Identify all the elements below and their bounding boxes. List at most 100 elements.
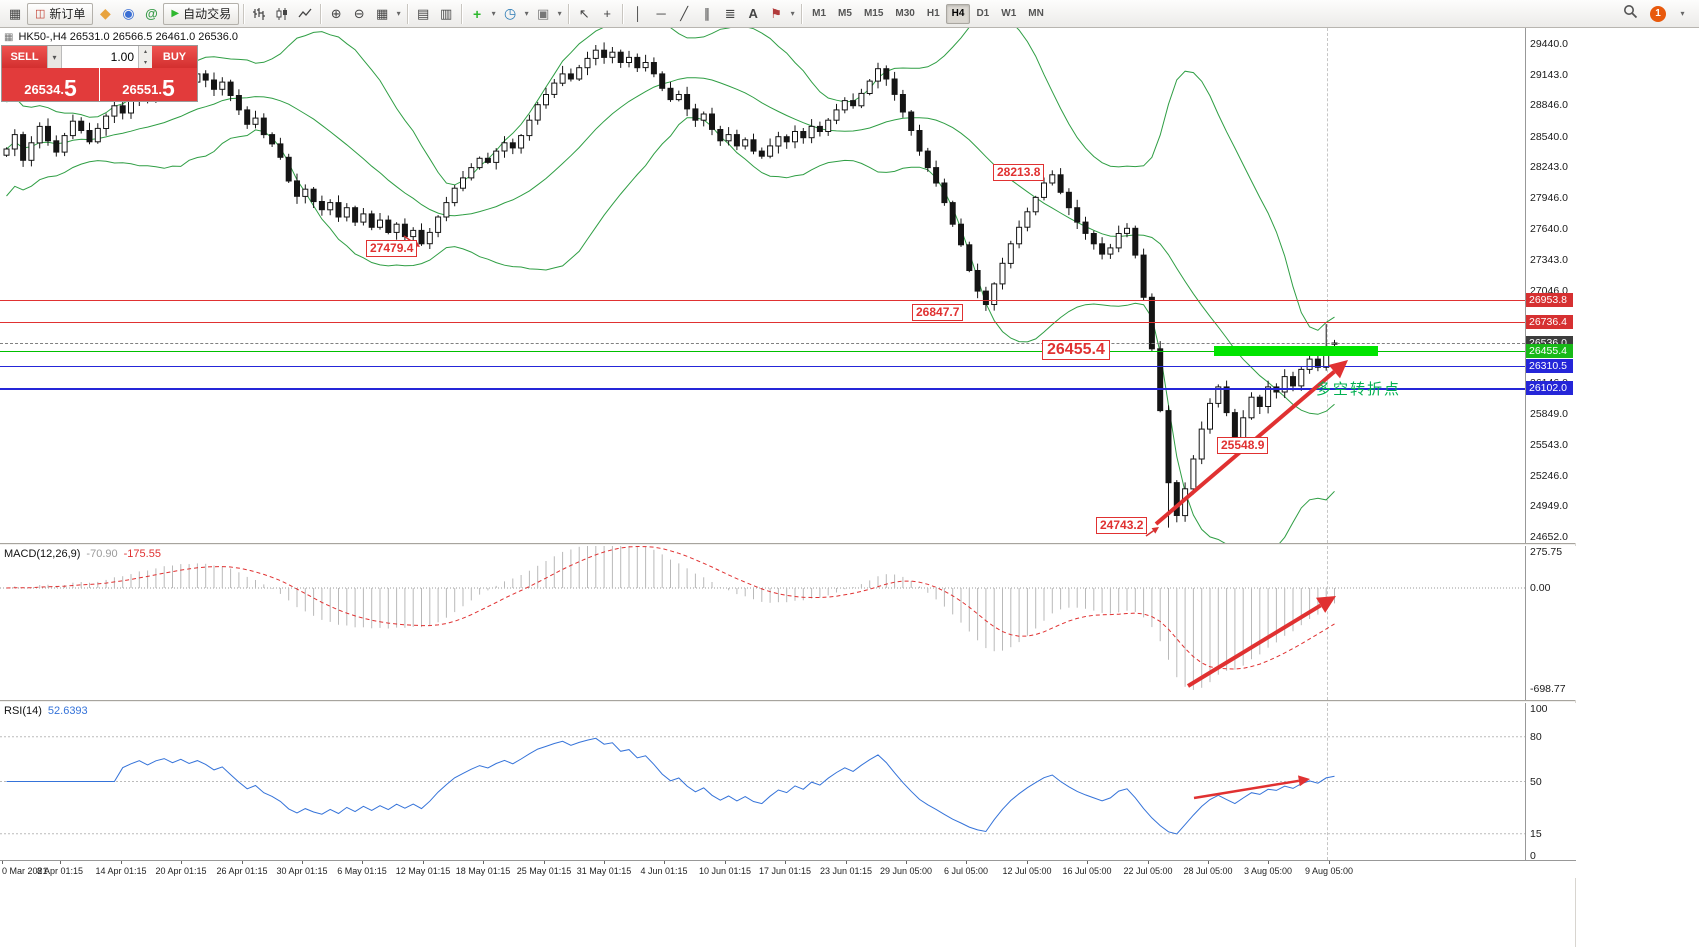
- trendline-tool-icon[interactable]: ╱: [680, 5, 689, 21]
- horizontal-line[interactable]: [0, 300, 1525, 301]
- timeframe-M30[interactable]: M30: [889, 4, 920, 24]
- volume-up-icon[interactable]: ▴: [139, 46, 152, 57]
- rsi-canvas[interactable]: [0, 703, 1525, 860]
- green-highlight-bar[interactable]: [1214, 346, 1378, 356]
- timeframe-group: M1 M5 M15 M30 H1 H4 D1 W1 MN: [806, 3, 1050, 24]
- chart-annotation-text[interactable]: 多空转折点: [1316, 381, 1402, 398]
- time-axis-label: 12 Jul 05:00: [1002, 866, 1052, 876]
- dropdown-icon[interactable]: ▾: [1680, 9, 1685, 18]
- horizontal-line-tool-icon[interactable]: ─: [656, 6, 666, 21]
- time-axis-tick: [121, 861, 122, 864]
- candlestick-mode-icon[interactable]: [271, 3, 293, 25]
- dropdown-icon[interactable]: ▾: [557, 9, 562, 18]
- new-order-button[interactable]: ◫ 新订单: [27, 2, 94, 25]
- price-callout[interactable]: 24743.2: [1096, 517, 1148, 534]
- dropdown-icon[interactable]: ▾: [396, 9, 401, 18]
- periods-icon[interactable]: ◷: [504, 5, 517, 21]
- rsi-axis[interactable]: 100 80 50 15 0: [1525, 703, 1576, 860]
- text-tool-icon[interactable]: A: [748, 6, 758, 21]
- price-chart-panel[interactable]: ▦ HK50-,H4 26531.0 26566.5 26461.0 26536…: [0, 28, 1576, 543]
- price-callout[interactable]: 26847.7: [912, 304, 964, 321]
- volume-down-icon[interactable]: ▾: [139, 57, 152, 68]
- search-icon[interactable]: [1623, 4, 1638, 24]
- dropdown-icon[interactable]: ▾: [790, 9, 795, 18]
- panel-splitter[interactable]: [0, 543, 1575, 546]
- rsi-title: RSI(14): [4, 705, 42, 717]
- arrange-windows-icon[interactable]: ▥: [439, 5, 453, 21]
- zoom-in-icon[interactable]: ⊕: [330, 5, 342, 21]
- time-axis[interactable]: 0 Mar 2021 8 Apr 01:15 14 Apr 01:15 20 Apr …: [0, 860, 1576, 878]
- cursor-icon[interactable]: ↖: [578, 5, 590, 21]
- timeframe-M5[interactable]: M5: [832, 4, 858, 24]
- templates-icon[interactable]: ▣: [536, 5, 550, 21]
- web-terminal-icon[interactable]: @: [145, 6, 158, 21]
- fibonacci-tool-icon[interactable]: ≣: [724, 5, 736, 21]
- line-chart-mode-icon[interactable]: [294, 3, 316, 25]
- notification-badge[interactable]: 1: [1650, 5, 1666, 22]
- order-type-dropdown-icon[interactable]: ▾: [47, 46, 62, 68]
- zoom-out-icon[interactable]: ⊖: [353, 5, 365, 21]
- price-callout[interactable]: 27479.4: [366, 240, 418, 257]
- chart-window-icon[interactable]: ▦: [8, 5, 22, 21]
- dropdown-icon[interactable]: ▾: [491, 9, 496, 18]
- price-axis[interactable]: 29440.0 29143.0 28846.0 28540.0 28243.0 27946…: [1525, 28, 1576, 543]
- vertical-line-tool-icon[interactable]: │: [634, 6, 643, 21]
- mql-community-icon[interactable]: ◆: [100, 5, 111, 21]
- buy-button[interactable]: BUY: [152, 46, 197, 68]
- timeframe-W1[interactable]: W1: [995, 4, 1022, 24]
- price-callout[interactable]: 26455.4: [1042, 340, 1110, 360]
- rsi-axis-label: 100: [1530, 703, 1548, 715]
- crosshair-icon[interactable]: +: [603, 6, 611, 21]
- price-callout[interactable]: 28213.8: [993, 164, 1045, 181]
- arrow-label-tool-icon[interactable]: ⚑: [770, 5, 782, 21]
- channel-tool-icon[interactable]: ∥: [703, 5, 711, 21]
- timeframe-M1[interactable]: M1: [806, 4, 832, 24]
- tile-windows-icon[interactable]: ▦: [375, 5, 389, 21]
- macd-panel[interactable]: MACD(12,26,9) -70.90 -175.55 275.75 0.00 -…: [0, 546, 1576, 700]
- timeframe-D1[interactable]: D1: [970, 4, 995, 24]
- macd-canvas[interactable]: [0, 546, 1525, 700]
- market-icon[interactable]: ◉: [122, 5, 135, 21]
- time-axis-label: 23 Jun 01:15: [819, 866, 873, 876]
- rsi-panel[interactable]: RSI(14) 52.6393 100 80 50 15 0: [0, 703, 1576, 860]
- dropdown-icon[interactable]: ▾: [524, 9, 529, 18]
- macd-axis[interactable]: 275.75 0.00 -698.77: [1525, 546, 1576, 700]
- time-axis-tick: [1329, 861, 1330, 864]
- macd-main-value: -70.90: [86, 548, 118, 560]
- horizontal-line[interactable]: [0, 388, 1525, 390]
- horizontal-line[interactable]: [0, 322, 1525, 323]
- timeframe-H1[interactable]: H1: [921, 4, 946, 24]
- time-axis-tick: [60, 861, 61, 864]
- price-axis-label: 24949.0: [1530, 500, 1568, 512]
- horizontal-line[interactable]: [0, 366, 1525, 367]
- time-axis-label: 0 Mar 2021: [2, 866, 48, 876]
- horizontal-line[interactable]: [0, 351, 1525, 352]
- time-axis-label: 9 Aug 05:00: [1304, 866, 1354, 876]
- time-axis-tick: [906, 861, 907, 864]
- time-axis-tick: [242, 861, 243, 864]
- bar-chart-mode-icon[interactable]: [248, 3, 270, 25]
- sell-button[interactable]: SELL: [2, 46, 47, 68]
- chart-window: ▦ HK50-,H4 26531.0 26566.5 26461.0 26536…: [0, 28, 1576, 947]
- horizontal-line[interactable]: [0, 343, 1525, 344]
- timeframe-MN[interactable]: MN: [1022, 4, 1050, 24]
- buy-price-button[interactable]: 26551. 5: [100, 68, 197, 101]
- volume-input[interactable]: [62, 46, 138, 68]
- price-callout[interactable]: 25548.9: [1217, 437, 1269, 454]
- panel-splitter[interactable]: [0, 700, 1575, 703]
- cascade-windows-icon[interactable]: ▤: [416, 5, 430, 21]
- time-axis-tick: [1208, 861, 1209, 864]
- indicators-icon[interactable]: +: [473, 5, 482, 22]
- timeframe-H4[interactable]: H4: [945, 3, 971, 24]
- volume-spinner: ▴ ▾: [138, 46, 152, 68]
- price-chart-canvas[interactable]: [0, 28, 1525, 543]
- time-axis-tick: [362, 861, 363, 864]
- macd-axis-label: 0.00: [1530, 582, 1551, 594]
- auto-trading-button[interactable]: ▶ 自动交易: [163, 2, 240, 25]
- timeframe-M15[interactable]: M15: [858, 4, 889, 24]
- sell-price-button[interactable]: 26534. 5: [2, 68, 99, 101]
- rsi-axis-label: 50: [1530, 776, 1542, 788]
- time-axis-tick: [1268, 861, 1269, 864]
- new-order-label: 新订单: [49, 7, 86, 21]
